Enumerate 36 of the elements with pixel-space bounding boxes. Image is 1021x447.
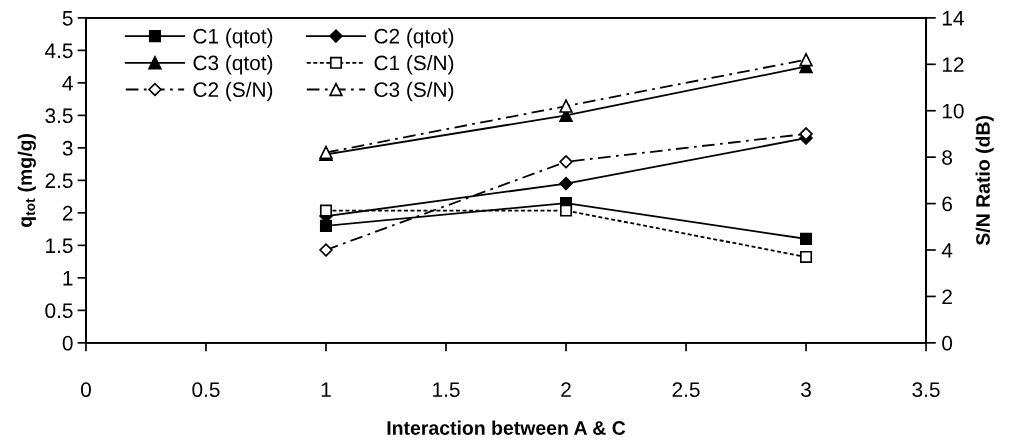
legend-label: C1 (qtot) [193, 28, 273, 48]
y2-tick-label: 10 [942, 103, 964, 119]
y2-tick-label: 14 [942, 11, 964, 26]
x-tick-label: 2.5 [672, 382, 700, 398]
y2-tick-label: 6 [942, 196, 952, 212]
x-tick-label: 0.5 [192, 382, 220, 398]
y-tick-label: 1 [63, 271, 73, 286]
x-tick-label: 1.5 [433, 382, 460, 398]
y-tick-label: 2.5 [45, 173, 73, 189]
x-tick-label: 3 [801, 382, 811, 398]
x-axis-title: Interaction between A & C [387, 420, 626, 435]
y2-tick-label: 4 [941, 243, 953, 258]
y-tick-label: 0 [62, 335, 73, 351]
y2-tick-label: 2 [942, 289, 952, 304]
y-tick-label: 4.5 [44, 43, 73, 59]
y-tick-label: 3.5 [45, 108, 73, 124]
x-tick-label: 1 [321, 382, 331, 397]
y-tick-label: 2 [62, 205, 73, 221]
y-tick-label: 5 [62, 11, 73, 26]
legend-label: C2 (S/N) [193, 81, 273, 102]
legend-label: C3 (qtot) [193, 55, 273, 75]
y-tick-label: 0.5 [45, 303, 73, 319]
y2-axis-title: S/N Ratio (dB) [975, 115, 994, 246]
y-tick-label: 1.5 [46, 238, 73, 254]
y2-tick-label: 12 [942, 57, 964, 72]
y-tick-label: 4 [62, 76, 73, 91]
y2-tick-label: 0 [942, 335, 953, 351]
x-tick-label: 2 [561, 382, 571, 397]
x-tick-label: 3.5 [912, 382, 940, 398]
legend-label: C2 (qtot) [374, 28, 454, 48]
y2-tick-label: 8 [942, 150, 953, 165]
legend-label: C1 (S/N) [374, 55, 454, 75]
legend-label: C3 (S/N) [374, 81, 454, 102]
y-axis-title: q$_{tot}$ (mg/g) [17, 134, 36, 228]
x-tick-label: 0 [80, 382, 91, 398]
y-tick-label: 3 [62, 140, 73, 156]
